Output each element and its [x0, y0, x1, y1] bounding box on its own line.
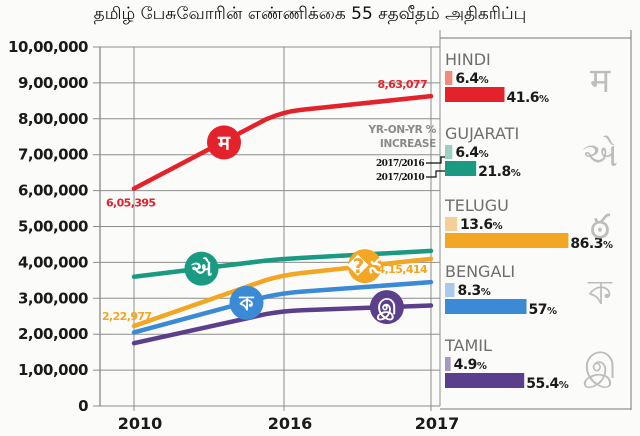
y-tick-label: 8,00,000 [18, 110, 88, 128]
badge-script-glyph: म [217, 130, 231, 154]
legend-language-name: BENGALI [445, 262, 515, 281]
bar-2017-2016 [445, 283, 455, 297]
legend-script-glyph: ఠ [590, 207, 611, 247]
bar-2017-2016 [445, 71, 453, 85]
value-label-hindi: 8,63,077 [378, 78, 427, 91]
chart-title: தமிழ் பேசுவோரின் எண்ணிக்கை 55 சதவீதம் அத… [93, 4, 527, 24]
pct-2017-2016: 8.3% [457, 283, 490, 299]
legend-item-tamil: TAMIL 4.9% 55.4% இ [444, 336, 617, 392]
y-tick-label: 4,00,000 [18, 253, 88, 271]
x-axis-ticks: 2010 2016 2017 [118, 414, 460, 433]
pct-2017-2010: 21.8% [478, 164, 521, 180]
bar-2017-2010 [445, 373, 525, 388]
key-connector-2010 [426, 170, 446, 178]
x-tick-label: 2010 [118, 414, 163, 433]
y-tick-label: 7,00,000 [18, 146, 88, 164]
series-line-telugu [131, 256, 434, 329]
series-line-hindi [131, 93, 434, 191]
bar-2017-2016 [445, 145, 453, 159]
legend-script-glyph: இ [583, 347, 616, 388]
percent-sign: % [603, 240, 613, 251]
bar-2017-2010 [445, 233, 569, 248]
legend-script-glyph: म [590, 61, 611, 101]
value-label-telugu: 4,15,414 [378, 263, 428, 276]
y-tick-label: 0 [78, 397, 88, 415]
legend-language-name: TELUGU [444, 196, 509, 215]
percent-sign: % [479, 75, 489, 86]
legend-item-hindi: HINDI 6.4% 41.6% म [445, 50, 611, 106]
series-line-bengali [131, 279, 434, 335]
badge-hindi: म [207, 125, 241, 160]
badge-circle [184, 251, 219, 286]
badge-circle [207, 125, 241, 160]
legend-script-glyph: એ [582, 135, 618, 175]
legend-item-telugu: TELUGU 13.6% 86.3%ఠ [444, 196, 613, 252]
badge-circle [229, 285, 264, 320]
key-label-2017-2016: 2017/2016 [376, 159, 424, 169]
y-tick-label: 2,00,000 [18, 325, 88, 343]
legend-language-name: GUJARATI [445, 124, 519, 143]
legend-language-name: TAMIL [444, 336, 492, 355]
yoy-heading-line1: YR-ON-YR % [368, 124, 437, 136]
legend-item-bengali: BENGALI 8.3% 57% ক [445, 262, 613, 318]
pct-2017-2010: 57% [529, 302, 557, 318]
percent-sign: % [479, 149, 489, 160]
badge-telugu: �న [347, 249, 383, 284]
y-tick-label: 3,00,000 [18, 289, 88, 307]
badge-script-glyph: ক [239, 291, 255, 315]
percent-sign: % [559, 380, 569, 391]
legend: YR-ON-YR % INCREASE 2017/2016 2017/2010 HIND… [368, 37, 631, 410]
badge-script-glyph: இ [376, 295, 396, 321]
percent-sign: % [547, 306, 557, 317]
legend-script-glyph: ক [587, 273, 613, 313]
legend-item-gujarati: GUJARATI 6.4% 21.8% એ [445, 124, 618, 180]
y-tick-label: 9,00,000 [18, 74, 88, 92]
bar-2017-2010 [445, 161, 477, 176]
bar-2017-2016 [445, 357, 451, 371]
pct-2017-2010: 86.3% [570, 236, 613, 252]
key-label-2017-2010: 2017/2010 [376, 173, 424, 183]
percent-sign: % [481, 287, 491, 298]
key-connector-2016 [426, 156, 446, 164]
series-lines [131, 93, 434, 346]
x-tick-label: 2017 [415, 414, 460, 433]
bar-2017-2010 [445, 87, 505, 102]
percent-sign: % [493, 221, 503, 232]
badge-script-glyph: એ [191, 257, 212, 281]
series-badges: म એ �న ক இ [184, 125, 404, 325]
y-tick-label: 5,00,000 [18, 218, 88, 236]
y-axis-ticks: 0 1,00,000 2,00,000 3,00,000 4,00,000 5,00,00… [8, 38, 89, 415]
badge-gujarati: એ [184, 251, 219, 286]
bar-2017-2010 [445, 299, 527, 314]
pct-2017-2016: 6.4% [455, 145, 488, 161]
pct-2017-2010: 55.4% [526, 376, 569, 392]
series-line-tamil [131, 303, 434, 346]
pct-2017-2016: 4.9% [454, 357, 487, 373]
badge-circle [347, 249, 382, 284]
badge-circle [369, 290, 404, 325]
y-tick-label: 1,00,000 [18, 361, 88, 379]
x-tick-label: 2016 [268, 414, 313, 433]
grid [93, 30, 441, 411]
percent-sign: % [539, 94, 549, 105]
y-tick-label: 10,00,000 [8, 38, 88, 56]
yoy-heading-line2: INCREASE [380, 138, 436, 150]
pct-2017-2016: 13.6% [460, 217, 503, 233]
value-labels: 6,05,395 8,63,077 2,22,977 4,15,414 [102, 78, 429, 323]
percent-sign: % [511, 168, 521, 179]
badge-script-glyph: �న [347, 254, 383, 278]
badge-tamil: இ [369, 290, 404, 325]
legend-language-name: HINDI [445, 50, 491, 69]
value-label-hindi: 6,05,395 [106, 197, 155, 210]
badge-bengali: ক [229, 285, 264, 320]
pct-2017-2016: 6.4% [455, 71, 488, 87]
y-tick-label: 6,00,000 [18, 182, 88, 200]
bar-2017-2016 [445, 217, 458, 231]
value-label-telugu: 2,22,977 [102, 310, 151, 323]
series-line-gujarati [131, 248, 434, 280]
percent-sign: % [477, 361, 487, 372]
pct-2017-2010: 41.6% [506, 90, 549, 106]
